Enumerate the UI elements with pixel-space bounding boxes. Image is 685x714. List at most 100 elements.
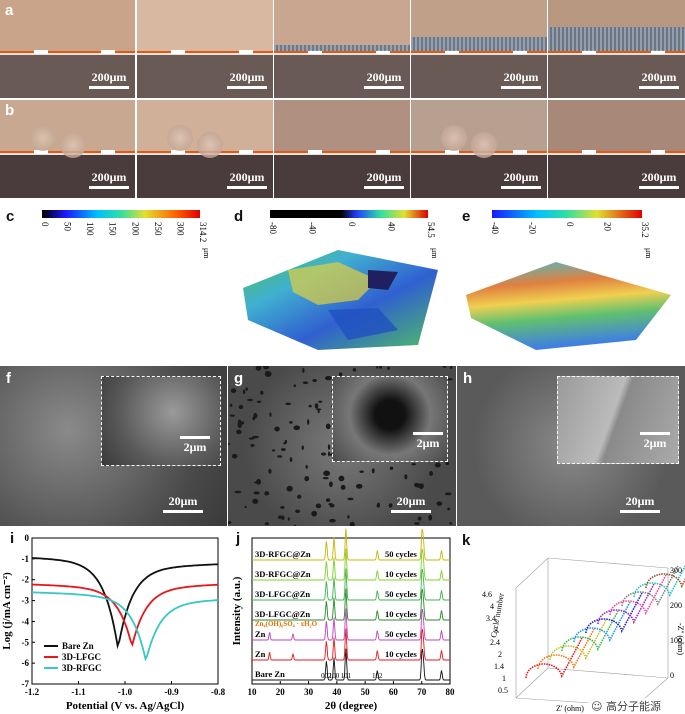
colorbar-tick: -40 xyxy=(308,222,318,234)
marker-dash xyxy=(101,50,116,54)
marker-dash xyxy=(101,150,116,154)
optical-image-b-5: 200μm xyxy=(548,100,685,198)
xrd-trace-6 xyxy=(252,528,450,561)
separator-line xyxy=(274,51,410,53)
colorbar-unit: μm xyxy=(430,248,439,259)
colorbar-tick: -40 xyxy=(490,222,500,234)
marker-dash xyxy=(171,50,185,54)
panel-label-f: f xyxy=(6,370,11,387)
panel-c: c 0 50 100 150 200 250 300 314.2 μm xyxy=(0,200,228,365)
series-line-2 xyxy=(31,591,219,662)
pore xyxy=(347,515,350,519)
colorbar-tick: 54.5 xyxy=(426,222,436,238)
x-tick-label: 40 xyxy=(332,687,342,697)
marker-dash xyxy=(239,150,253,154)
scale-bar-f: 20μm xyxy=(163,494,203,514)
optical-image-a-2: 200μm xyxy=(137,0,273,98)
y-tick-label: -2 xyxy=(22,575,30,585)
xrd-trace-0 xyxy=(252,648,450,681)
pore xyxy=(449,366,453,370)
colorbar-e xyxy=(492,210,642,218)
panel-k: k 0 100 200 300 -Z'' (ohm) 0.5 1 1.4 2 2.4 3 3.4 4 4.… xyxy=(456,528,685,714)
optical-image-b-2: 200μm xyxy=(137,100,273,198)
trace-label: 3D-LFGC@Zn xyxy=(255,609,310,619)
trace-label: Zn xyxy=(255,629,266,639)
pore xyxy=(327,451,331,457)
pore xyxy=(297,494,302,499)
pore xyxy=(271,449,276,452)
pore xyxy=(436,501,443,506)
pore xyxy=(228,442,231,445)
x-tick-label: 10 xyxy=(248,687,258,697)
pore xyxy=(256,400,262,403)
marker-dash xyxy=(650,150,665,154)
pore xyxy=(349,521,355,526)
colorbar-tick: 250 xyxy=(153,222,163,236)
pore xyxy=(444,492,452,496)
marker-dash xyxy=(376,150,390,154)
xrd-trace-3 xyxy=(252,588,450,621)
bubble xyxy=(167,125,193,151)
optical-image-a-1: a 200μm xyxy=(0,0,135,98)
eis-curve-0 xyxy=(525,637,583,679)
pore xyxy=(323,470,331,477)
colorbar-c xyxy=(42,210,200,218)
pore xyxy=(371,468,375,474)
pore xyxy=(241,421,245,425)
separator-line xyxy=(274,151,410,153)
marker-dash xyxy=(582,50,597,54)
pore xyxy=(355,483,363,489)
colorbar-tick: 50 xyxy=(63,222,73,232)
marker-dash xyxy=(308,150,322,154)
panel-label-i: i xyxy=(10,530,15,547)
depth-tick-label: 0.5 xyxy=(498,686,508,695)
x-tick-label: -0.9 xyxy=(164,687,179,697)
pore xyxy=(247,398,254,402)
pore xyxy=(252,498,259,504)
xrd-chart: 10 20 30 40 50 60 70 80 2θ (degree) Intensity (a.… xyxy=(231,528,455,712)
pore xyxy=(449,522,453,525)
pore xyxy=(414,522,420,525)
pore xyxy=(229,414,235,417)
pore xyxy=(295,509,301,514)
separator-line xyxy=(411,51,547,53)
optical-image-b-4: 200μm xyxy=(411,100,547,198)
pore xyxy=(229,403,233,407)
panel-label-e: e xyxy=(462,208,471,225)
pore xyxy=(264,522,269,526)
pore xyxy=(238,405,244,410)
pore xyxy=(324,375,332,381)
eis-curve-8 xyxy=(621,565,679,607)
pore xyxy=(415,483,422,488)
scale-bar-g: 20μm xyxy=(391,494,431,514)
trace-cycles: 10 cycles xyxy=(385,609,418,619)
tafel-chart: -1.2 -1.1 -1.0 -0.9 -0.8 -7 -6 -5 -4 -3 -2 -1 0 Poten… xyxy=(1,533,226,712)
colorbar-tick: 100 xyxy=(85,222,95,236)
x-tick-label: -1.2 xyxy=(25,687,40,697)
pore xyxy=(250,443,255,447)
eis-curve-4 xyxy=(573,601,631,643)
depth-tick-label: 2.4 xyxy=(490,638,500,647)
eis-curve-6 xyxy=(597,583,655,625)
pore xyxy=(305,464,308,469)
colorbar-tick: 0 xyxy=(565,222,575,227)
topography-d: -80 -40 0 40 54.5 μm xyxy=(243,210,439,350)
wechat-icon: ☺ xyxy=(591,700,603,713)
optical-image-a-4: 200μm xyxy=(411,0,547,98)
legend-label: Bare Zn xyxy=(62,641,94,651)
bubble xyxy=(441,125,467,151)
colorbar-tick: -80 xyxy=(268,222,278,234)
watermark: ☺ 高分子能源 xyxy=(588,698,664,714)
separator-line xyxy=(548,151,685,153)
panel-label-k: k xyxy=(462,532,471,549)
pore xyxy=(315,503,322,509)
y-tick-label: -1 xyxy=(22,554,30,564)
pore xyxy=(447,507,451,511)
inset-h xyxy=(557,376,679,464)
pore xyxy=(242,389,246,395)
pore xyxy=(236,429,242,435)
panel-e: e -40 -20 0 20 35.2 μm xyxy=(456,200,685,365)
pore xyxy=(411,463,417,466)
optical-image-a-3: 200μm xyxy=(274,0,410,98)
pores-g xyxy=(228,366,453,526)
